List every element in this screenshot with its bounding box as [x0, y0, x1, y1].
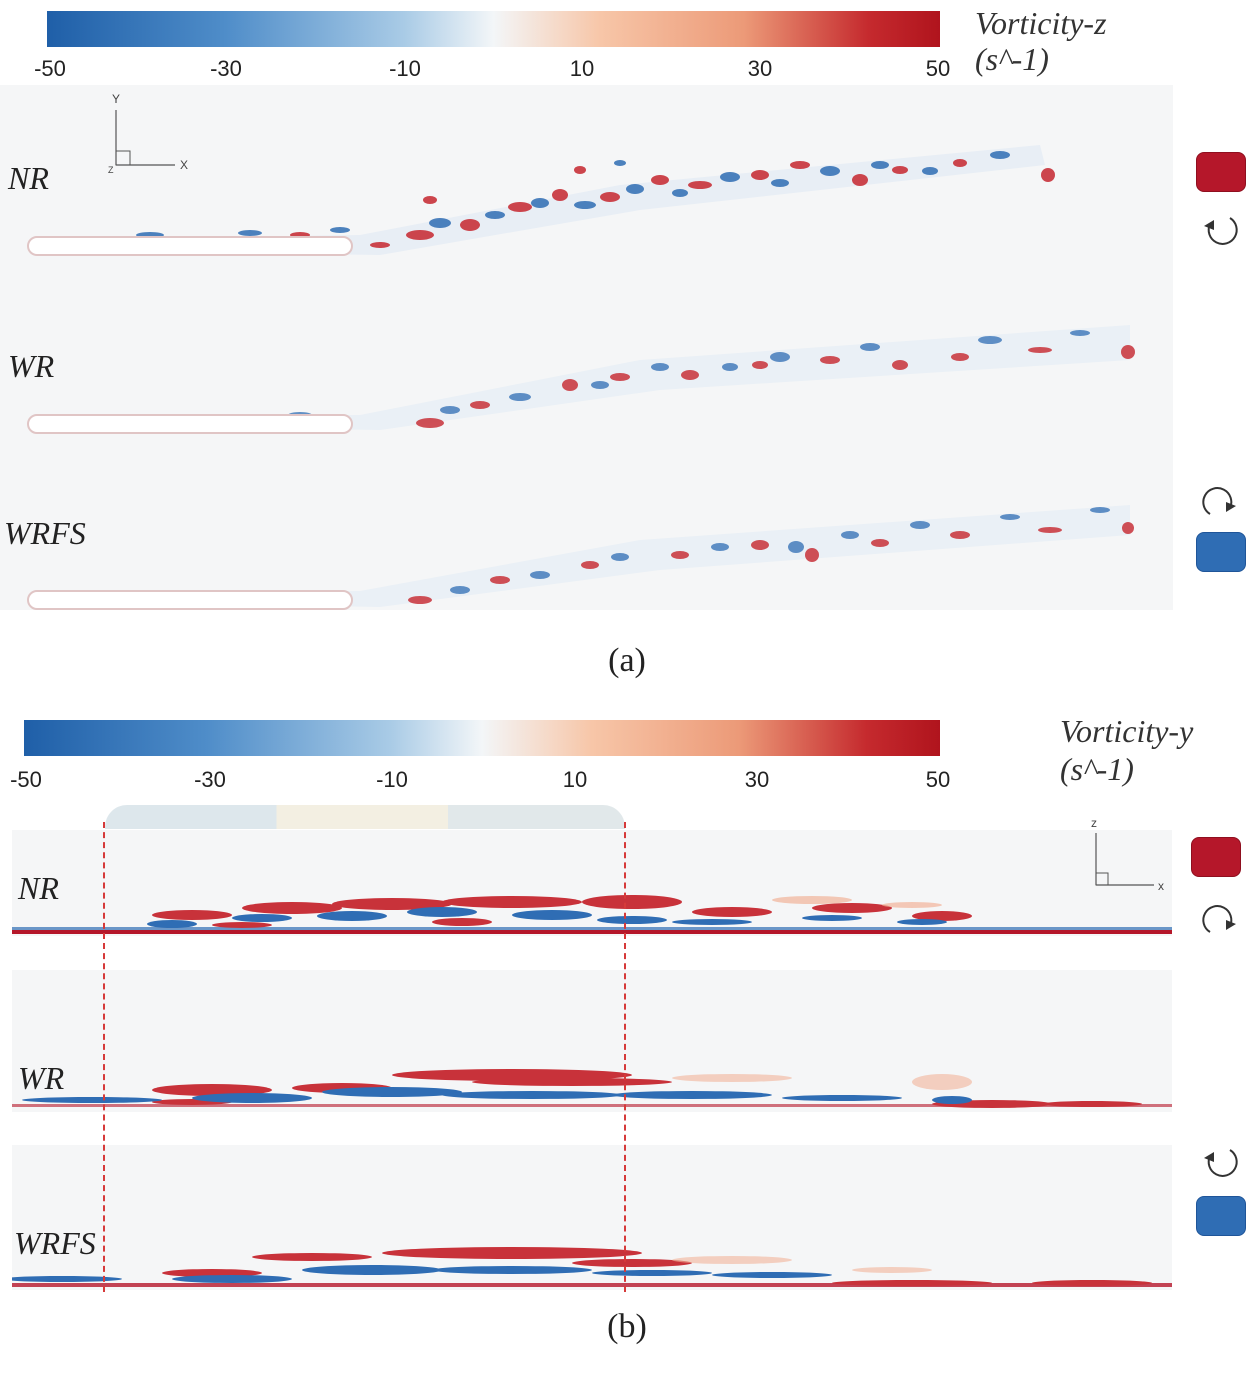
train-roof-outline: [105, 805, 625, 829]
negative-vortex-chip: [1196, 532, 1246, 572]
contour-strip-wrfs-b: [12, 1145, 1172, 1290]
colorbar-a-tick: 50: [925, 56, 951, 81]
caption-b: (b): [607, 1308, 647, 1345]
vortex-field-nr-b: [12, 895, 1172, 934]
colorbar-b-tick: -30: [194, 767, 226, 792]
guide-line-right: [624, 822, 626, 1292]
train-body-wr: [27, 414, 353, 434]
axis-label-z: z: [1091, 816, 1097, 830]
panel-a: -50 -30 -10 10 30 50 Vorticity-z (s^-1): [0, 5, 1246, 679]
vortex-field-wr-b: [12, 1069, 1172, 1108]
colorbar-a-tick: -50: [34, 56, 66, 81]
colorbar-a-title: Vorticity-z: [975, 5, 1107, 41]
negative-vortex-chip: [1196, 1196, 1246, 1236]
colorbar-b-tick: 50: [925, 767, 951, 792]
counterclockwise-icon: [1204, 217, 1238, 245]
row-label-wrfs-a: WRFS: [4, 515, 86, 551]
colorbar-b-unit: (s^-1): [1060, 751, 1134, 787]
row-label-wrfs-b: WRFS: [14, 1225, 96, 1261]
guide-line-left: [103, 822, 105, 1292]
colorbar-b: [24, 720, 940, 756]
train-body-nr: [27, 236, 353, 256]
colorbar-b-tick: 10: [562, 767, 588, 792]
wake-wr-a: [40, 325, 1135, 430]
colorbar-b-tick: 30: [744, 767, 770, 792]
caption-a: (a): [608, 642, 646, 679]
colorbar-b-title: Vorticity-y: [1060, 713, 1194, 749]
axis-triad-b: z x: [1091, 816, 1164, 893]
axis-label-y: Y: [112, 92, 120, 106]
vortex-field-a: Y X Z: [40, 92, 1135, 607]
colorbar-b-tick: -10: [376, 767, 408, 792]
vortex-field-wrfs-b: [12, 1247, 1172, 1287]
colorbar-a-tick: -10: [389, 56, 421, 81]
row-label-wr-b: WR: [18, 1060, 65, 1096]
train-body-wrfs: [27, 590, 353, 610]
contour-strip-nr-b: [12, 830, 1172, 936]
wake-nr-a: [40, 145, 1055, 255]
colorbar-a-tick: 30: [747, 56, 773, 81]
colorbar-a-tick: 10: [569, 56, 595, 81]
clockwise-icon: [1202, 487, 1236, 515]
colorbar-a: [47, 11, 940, 47]
panel-b: -50 -30 -10 10 30 50 Vorticity-y (s^-1): [0, 710, 1255, 1379]
row-label-wr-a: WR: [8, 348, 55, 384]
clockwise-icon: [1202, 905, 1236, 933]
axis-triad-a: Y X Z: [108, 92, 188, 175]
row-label-nr-b: NR: [18, 870, 59, 906]
colorbar-b-tick: -50: [10, 767, 42, 792]
positive-vortex-chip: [1196, 152, 1246, 192]
colorbar-a-tick: -30: [210, 56, 242, 81]
axis-label-z: Z: [108, 165, 114, 175]
wake-wrfs-a: [40, 505, 1134, 607]
counterclockwise-icon: [1204, 1149, 1238, 1177]
contour-panel-a: Y X Z: [0, 85, 1173, 610]
colorbar-a-unit: (s^-1): [975, 41, 1049, 77]
positive-vortex-chip: [1191, 837, 1241, 877]
row-label-nr-a: NR: [8, 160, 49, 196]
contour-strip-wr-b: [12, 970, 1172, 1112]
axis-label-x: x: [1158, 879, 1164, 893]
axis-label-x: X: [180, 158, 188, 172]
